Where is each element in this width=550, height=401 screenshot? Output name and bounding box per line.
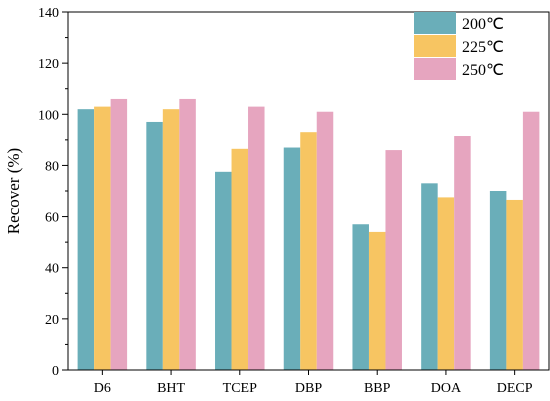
y-tick-label: 120 [38,57,59,72]
bar [283,147,301,370]
x-tick-label: DOA [431,381,462,396]
bar [248,106,265,370]
bar [368,231,386,370]
legend-swatch [414,12,456,34]
bar [489,191,507,370]
bar [77,109,95,371]
legend-swatch [414,58,456,80]
bar [352,224,369,370]
bar [437,197,455,370]
x-tick-label: DBP [295,381,322,396]
x-axis: D6 BHT TCEP DBP BBP DOA DECP [94,370,533,396]
legend-label: 200℃ [462,16,504,33]
y-axis: 0 20 40 60 80 100 120 140 [38,6,68,379]
bar [110,98,128,370]
bar [522,111,540,370]
y-tick-label: 40 [45,262,59,277]
legend-swatch [414,35,456,57]
bar [506,199,523,370]
y-tick-label: 0 [52,364,59,379]
bar [300,132,317,370]
bar [146,121,163,370]
bar [162,109,180,371]
x-tick-label: TCEP [223,381,257,396]
y-tick-label: 100 [38,108,59,123]
y-tick-label: 80 [45,159,59,174]
bar [215,171,232,370]
bar [454,136,471,370]
bar [179,98,196,370]
x-tick-label: BBP [364,381,391,396]
x-tick-label: D6 [94,381,111,396]
x-tick-label: BHT [157,381,185,396]
y-tick-label: 20 [45,313,59,328]
y-tick-label: 140 [38,6,59,21]
y-tick-label: 60 [45,211,59,226]
bar [231,148,249,370]
y-axis-title: Recover (%) [4,148,23,234]
legend: 200℃ 225℃ 250℃ [414,12,504,80]
legend-label: 250℃ [462,62,504,79]
bar [94,106,111,370]
bar [316,111,334,370]
bars-group [77,98,540,371]
legend-label: 225℃ [462,39,504,56]
x-tick-label: DECP [497,381,533,396]
bar [421,183,438,370]
bar [385,150,402,370]
